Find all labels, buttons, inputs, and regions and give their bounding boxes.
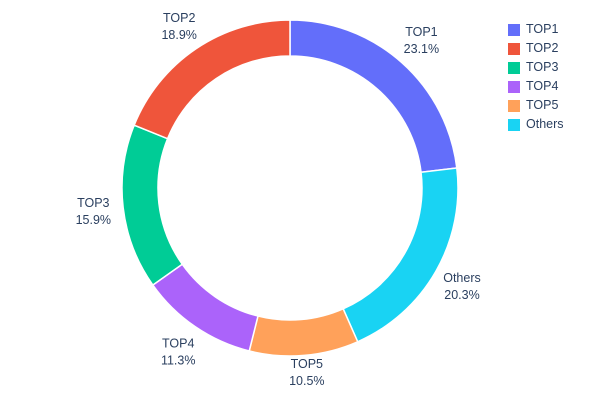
slice-label-top3: TOP3 15.9% [76,196,111,227]
slice-label-top1: TOP1 23.1% [404,25,439,56]
slice-label-top5: TOP5 10.5% [289,357,324,388]
legend-item-top4[interactable]: TOP4 [508,77,564,96]
legend-label: TOP5 [526,98,559,112]
pie-slice-top3[interactable] [121,124,184,287]
slice-label-others: Others 20.3% [443,271,481,302]
legend-item-top1[interactable]: TOP1 [508,20,564,39]
pie-slice-top2[interactable] [133,19,291,140]
legend-swatch-top1 [508,23,520,36]
legend-swatch-others [508,118,520,131]
legend-label: TOP4 [526,79,559,93]
legend-item-top2[interactable]: TOP2 [508,39,564,58]
legend-swatch-top3 [508,61,520,74]
legend-label: TOP3 [526,60,559,74]
legend-item-top5[interactable]: TOP5 [508,96,564,115]
legend-label: Others [526,117,564,131]
pie-slice-others[interactable] [342,167,459,343]
pie-slice-top5[interactable] [248,307,359,357]
legend-item-top3[interactable]: TOP3 [508,58,564,77]
legend-swatch-top5 [508,99,520,112]
legend-swatch-top2 [508,42,520,55]
legend-swatch-top4 [508,80,520,93]
legend: TOP1 TOP2 TOP3 TOP4 TOP5 Others [508,20,564,134]
legend-item-others[interactable]: Others [508,115,564,134]
slice-label-top2: TOP2 18.9% [161,11,196,42]
legend-label: TOP2 [526,41,559,55]
slice-label-top4: TOP4 11.3% [161,336,196,367]
legend-label: TOP1 [526,22,559,36]
